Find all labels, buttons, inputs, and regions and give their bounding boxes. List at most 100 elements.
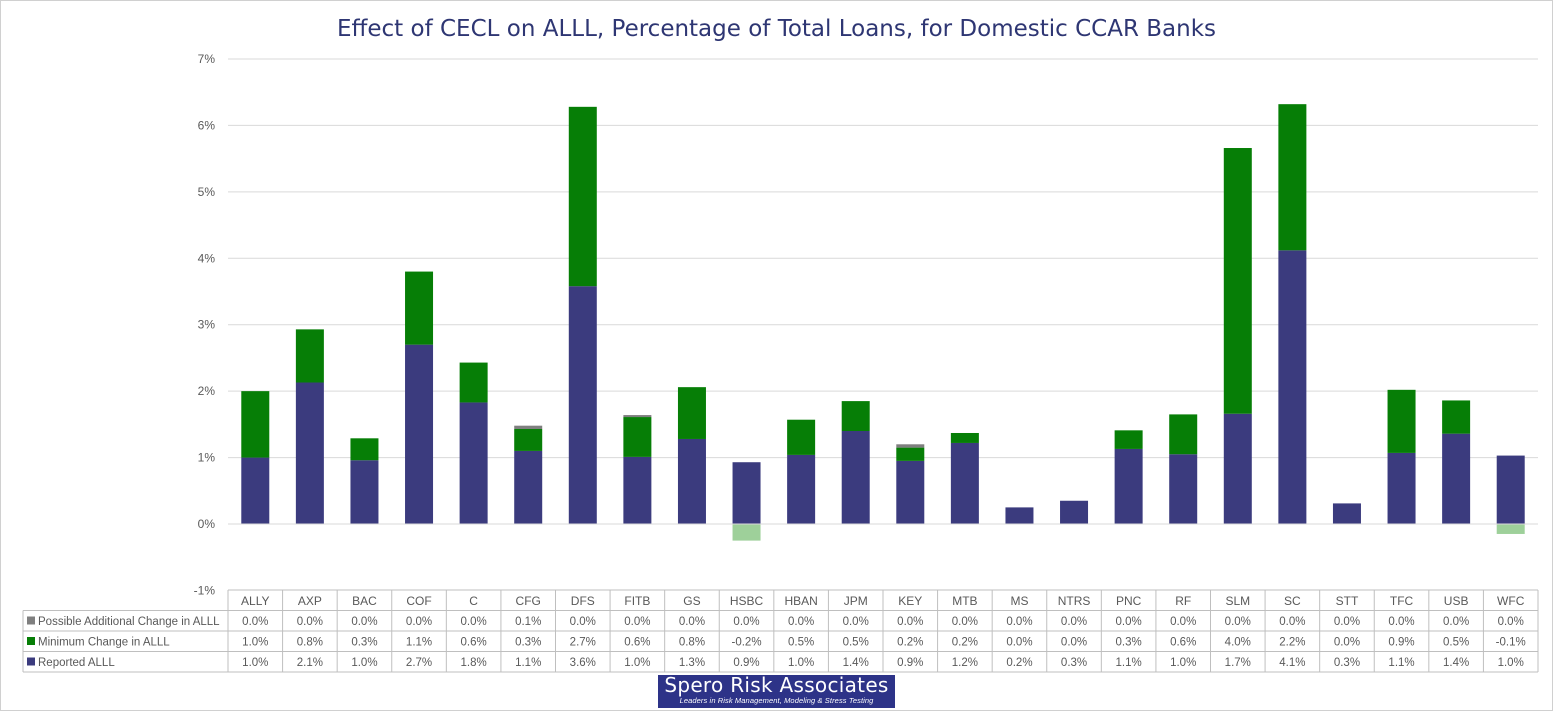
data-table-value: 1.1%: [515, 657, 541, 669]
legend-swatch: [27, 616, 35, 625]
bar-reported-alll: [1278, 250, 1307, 525]
bar-possible-change: [896, 444, 925, 448]
data-table-value: 0.3%: [1334, 657, 1360, 669]
data-table-value: 0.6%: [1170, 637, 1196, 649]
bar-minimum-change: [459, 362, 488, 403]
data-table-value: 0.0%: [1006, 616, 1032, 628]
bar-reported-alll: [1169, 454, 1198, 524]
category-label: SLM: [1225, 594, 1250, 608]
bar-minimum-change: [677, 387, 706, 439]
legend-label: Minimum Change in ALLL: [38, 637, 170, 649]
data-table-value: 1.7%: [1225, 657, 1251, 669]
category-label: DFS: [571, 594, 595, 608]
category-label: GS: [683, 594, 700, 608]
category-label: FITB: [624, 594, 650, 608]
data-table-value: 0.5%: [843, 637, 869, 649]
bar-reported-alll: [1005, 507, 1034, 524]
bar-minimum-change: [350, 438, 379, 461]
data-table-value: 0.0%: [242, 616, 268, 628]
data-table-value: 0.0%: [1225, 616, 1251, 628]
category-label: TFC: [1390, 594, 1414, 608]
bar-reported-alll: [295, 382, 324, 524]
bar-possible-change: [514, 425, 543, 430]
data-table-value: 0.9%: [733, 657, 759, 669]
data-table-value: 0.0%: [1061, 616, 1087, 628]
bar-minimum-change: [1114, 430, 1143, 449]
data-table-value: 0.0%: [570, 616, 596, 628]
y-tick-label: 5%: [198, 185, 216, 199]
chart-title: Effect of CECL on ALLL, Percentage of To…: [337, 16, 1216, 42]
category-label: MS: [1010, 594, 1028, 608]
data-table-value: 1.3%: [679, 657, 705, 669]
data-table-value: 1.8%: [461, 657, 487, 669]
data-table-value: 2.7%: [406, 657, 432, 669]
data-table-value: 0.0%: [1116, 616, 1142, 628]
data-table-value: 0.3%: [1061, 657, 1087, 669]
bar-minimum-change: [950, 432, 979, 443]
data-table-value: 1.4%: [843, 657, 869, 669]
bar-minimum-change: [295, 329, 324, 383]
bar-reported-alll: [1332, 503, 1361, 524]
category-label: C: [469, 594, 478, 608]
category-label: WFC: [1497, 594, 1525, 608]
bar-minimum-change: [732, 524, 761, 541]
category-label: USB: [1444, 594, 1469, 608]
data-table-value: 0.3%: [515, 637, 541, 649]
data-table-value: 1.1%: [406, 637, 432, 649]
data-table-value: 0.0%: [1170, 616, 1196, 628]
bar-reported-alll: [350, 460, 379, 524]
data-table-value: 0.0%: [1061, 637, 1087, 649]
category-label: COF: [406, 594, 431, 608]
bar-minimum-change: [1278, 104, 1307, 251]
data-table-value: 0.3%: [351, 637, 377, 649]
bar-possible-change: [623, 415, 652, 418]
data-table-value: 0.6%: [461, 637, 487, 649]
data-table-value: 0.0%: [1334, 637, 1360, 649]
legend-swatch: [27, 637, 35, 645]
data-table-value: 0.0%: [733, 616, 759, 628]
category-label: STT: [1336, 594, 1359, 608]
bar-minimum-change: [241, 391, 270, 458]
data-table-value: 0.2%: [897, 637, 923, 649]
data-table-value: 0.0%: [624, 616, 650, 628]
y-tick-label: 6%: [198, 118, 216, 132]
bar-minimum-change: [787, 419, 816, 455]
bar-reported-alll: [787, 454, 816, 524]
data-table-value: 0.0%: [952, 616, 978, 628]
data-table-value: 0.9%: [897, 657, 923, 669]
bar-reported-alll: [405, 344, 434, 524]
category-label: AXP: [298, 594, 322, 608]
category-label: SC: [1284, 594, 1301, 608]
data-table-value: 0.8%: [297, 637, 323, 649]
bar-minimum-change: [623, 417, 652, 457]
bar-minimum-change: [896, 447, 925, 461]
data-table-value: 0.0%: [843, 616, 869, 628]
logo-tagline: Leaders in Risk Management, Modeling & S…: [679, 696, 874, 705]
bar-minimum-change: [1387, 389, 1416, 453]
data-table-value: -0.1%: [1496, 637, 1526, 649]
logo-name: Spero Risk Associates: [664, 673, 889, 697]
y-tick-label: 1%: [198, 451, 216, 465]
company-logo: Spero Risk Associates Leaders in Risk Ma…: [658, 675, 895, 708]
bar-reported-alll: [623, 456, 652, 524]
data-table-value: 2.2%: [1279, 637, 1305, 649]
data-table-value: 1.1%: [1388, 657, 1414, 669]
bar-minimum-change: [514, 429, 543, 451]
data-table-value: 1.4%: [1443, 657, 1469, 669]
bar-reported-alll: [568, 286, 597, 524]
data-table-value: 1.0%: [242, 657, 268, 669]
bar-reported-alll: [1496, 455, 1525, 524]
category-label: BAC: [352, 594, 377, 608]
category-label: CFG: [516, 594, 541, 608]
bar-minimum-change: [1223, 148, 1252, 414]
bar-reported-alll: [514, 450, 543, 524]
category-label: ALLY: [241, 594, 269, 608]
data-table-value: 0.0%: [461, 616, 487, 628]
category-label: JPM: [844, 594, 868, 608]
data-table-value: 1.0%: [1498, 657, 1524, 669]
category-label: KEY: [898, 594, 922, 608]
bar-reported-alll: [841, 431, 870, 524]
category-label: RF: [1175, 594, 1191, 608]
data-table-value: 0.0%: [1279, 616, 1305, 628]
category-label: MTB: [952, 594, 977, 608]
